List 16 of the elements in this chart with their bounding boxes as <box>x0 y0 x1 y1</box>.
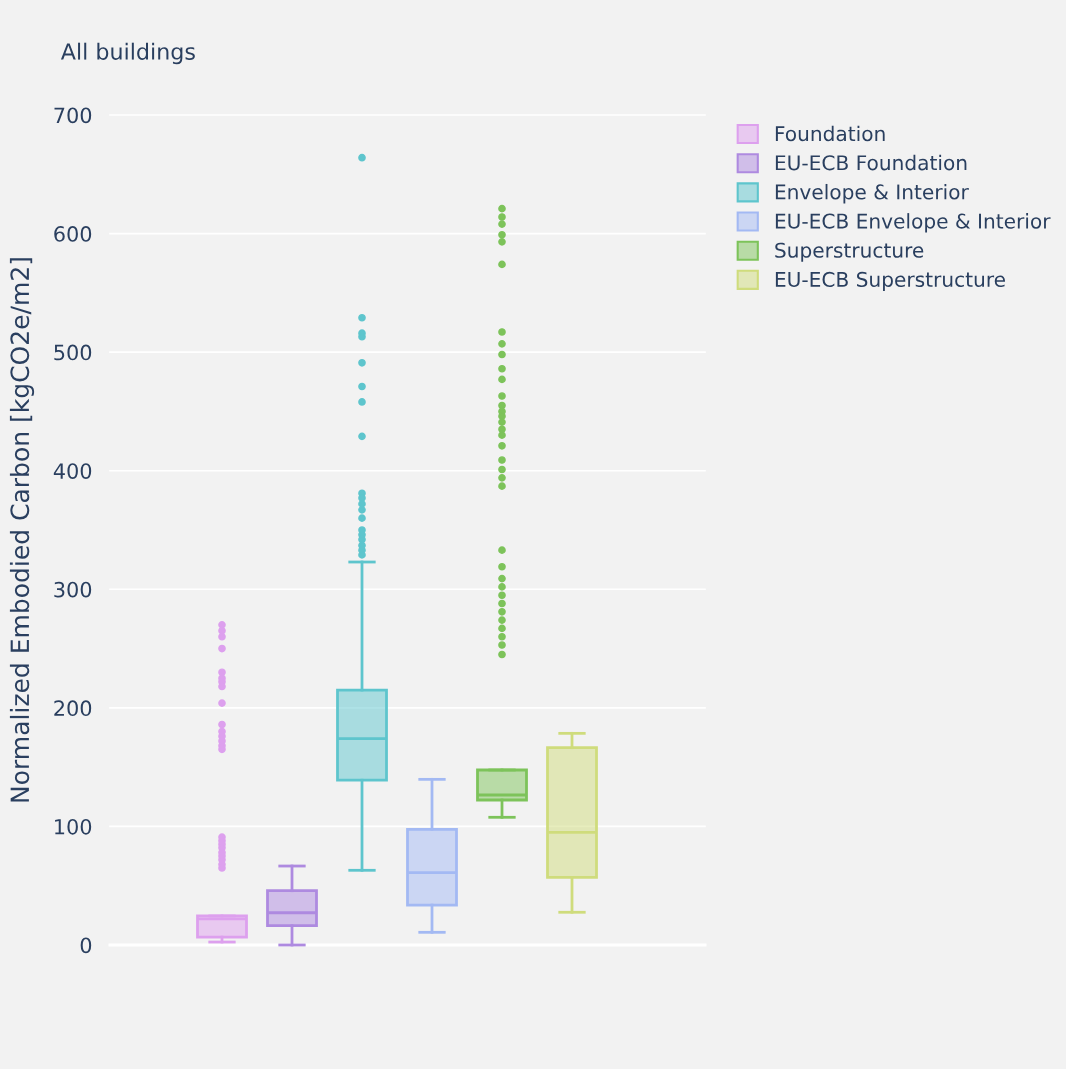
legend-label: EU-ECB Envelope & Interior <box>775 213 1051 233</box>
y-tick-label: 700 <box>54 107 92 124</box>
legend-label: EU-ECB Foundation <box>775 154 967 171</box>
legend-label: Superstructure <box>775 242 924 262</box>
y-tick-label: 400 <box>53 463 92 479</box>
legend-label: Foundation <box>775 125 885 142</box>
y-tick-label: 300 <box>54 581 92 598</box>
legend-label: Envelope & Interior <box>775 183 969 204</box>
y-tick-label: 100 <box>55 818 92 835</box>
y-tick-label: 0 <box>80 937 92 954</box>
y-tick-label: 200 <box>54 700 92 717</box>
legend-label: EU-ECB Superstructure <box>775 271 1005 291</box>
y-tick-label: 500 <box>54 344 92 361</box>
chart-title: All buildings <box>60 42 195 65</box>
y-tick-label: 600 <box>54 226 92 242</box>
y-axis-title: Normalized Embodied Carbon [kgCO2e/m2] <box>9 258 35 802</box>
